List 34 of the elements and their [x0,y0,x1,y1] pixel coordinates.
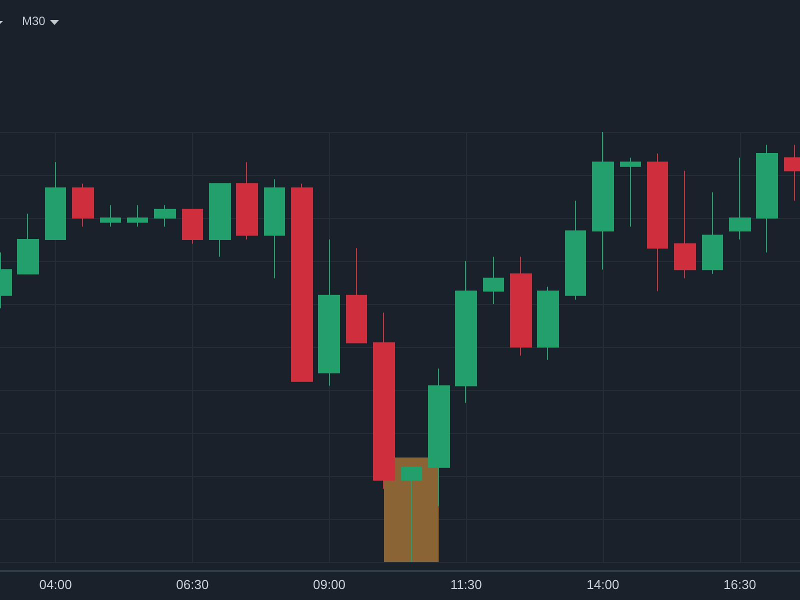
candlestick [291,183,313,382]
candlestick [565,200,586,300]
x-tick-label: 06:30 [176,577,209,592]
candlestick [455,260,477,404]
candlestick [100,204,121,228]
text: M30 [22,14,46,28]
candlestick [647,153,668,292]
candlestick [72,183,94,228]
candlestick [756,144,778,253]
candlestick [401,466,422,562]
candlestick [592,132,614,270]
candlestick [674,170,696,279]
x-tick-label: 16:30 [724,577,756,592]
candlestick [702,192,723,274]
candlestick [510,256,532,356]
candlestick [428,368,450,507]
candlestick [620,157,641,228]
x-tick-label: 09:00 [312,577,346,592]
candlestick [483,256,504,304]
candlestick [182,208,203,244]
candlestick [264,178,285,279]
candlestick [236,162,258,240]
candlestick [154,204,176,228]
x-tick-label: 11:30 [450,577,482,592]
candlestick [373,312,395,490]
candlestick [209,183,231,258]
candlestick [17,213,39,274]
candlestick [346,248,367,344]
x-tick-label: 14:00 [586,577,620,592]
candlestick [729,157,751,240]
candlestick [45,162,66,240]
candlestick [537,286,559,360]
x-tick-label: 04:00 [39,577,72,592]
candlestick [127,204,148,228]
